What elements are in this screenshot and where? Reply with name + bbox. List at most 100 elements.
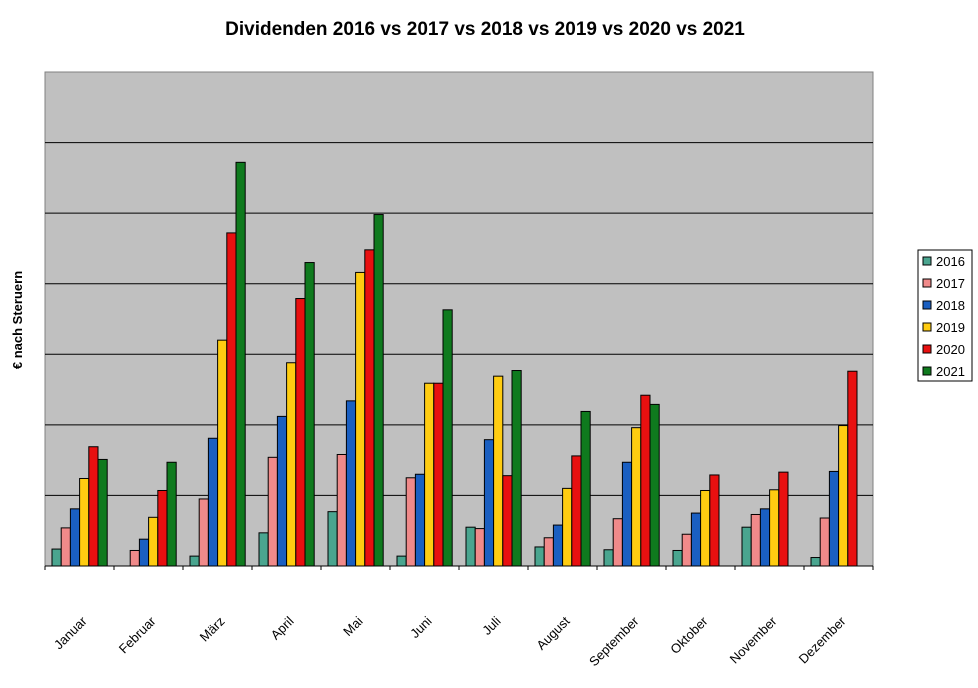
- x-tick-label: Mai: [340, 613, 365, 638]
- x-tick-label: Juni: [407, 613, 435, 641]
- bar-2021-februar: [166, 461, 177, 567]
- bar-2017-november: [750, 513, 761, 567]
- x-tick-label: November: [727, 613, 780, 666]
- bar-2017-august: [543, 537, 554, 567]
- bar-2021-september: [649, 403, 660, 567]
- bar-2018-dezember: [828, 470, 840, 567]
- bar-2020-november: [778, 471, 789, 567]
- bar-2019-september: [631, 427, 642, 567]
- bar-2019-januar: [79, 477, 90, 567]
- bar-2016-januar: [51, 548, 62, 567]
- legend-label-2021: 2021: [936, 364, 965, 379]
- bar-2020-juli: [502, 475, 513, 567]
- chart-title: Dividenden 2016 vs 2017 vs 2018 vs 2019 …: [225, 19, 745, 40]
- bar-2020-januar: [88, 446, 99, 567]
- bar-2019-märz: [217, 339, 228, 567]
- bar-2016-dezember: [810, 557, 821, 567]
- bar-2017-september: [612, 518, 623, 567]
- bar-2017-mai: [336, 453, 347, 567]
- x-axis: Januar Februar März April Mai Juni Juli August S…: [44, 565, 874, 669]
- x-tick-label: April: [268, 613, 297, 642]
- bar-2020-september: [640, 394, 651, 567]
- bar-2017-juni: [405, 477, 416, 567]
- bar-2018-august: [552, 524, 564, 567]
- x-tick-label: Januar: [51, 613, 90, 652]
- legend-label-2016: 2016: [936, 254, 965, 269]
- bar-2020-august: [571, 455, 582, 567]
- bar-2021-juni: [442, 309, 453, 567]
- bar-2019-mai: [355, 271, 366, 567]
- bar-2021-märz: [235, 161, 246, 567]
- legend-swatch-2018: [922, 300, 932, 310]
- bar-2017-dezember: [819, 517, 830, 567]
- bar-2016-mai: [327, 511, 338, 567]
- bar-2016-juni: [396, 555, 407, 567]
- bar-2018-juli: [483, 439, 495, 567]
- bar-2016-november: [741, 526, 752, 567]
- bar-2019-oktober: [700, 489, 711, 567]
- bar-2017-juli: [474, 528, 485, 567]
- x-tick-label: Oktober: [667, 613, 711, 657]
- x-tick-label: Dezember: [796, 613, 849, 666]
- bar-2020-oktober: [709, 474, 720, 567]
- bar-2021-mai: [373, 214, 384, 567]
- legend-label-2018: 2018: [936, 298, 965, 313]
- legend: 2016 2017 2018 2019 2020 2021: [917, 249, 973, 382]
- bar-2018-januar: [69, 508, 81, 567]
- bar-2017-april: [267, 456, 278, 567]
- bars: [51, 161, 858, 567]
- bar-2021-januar: [97, 458, 108, 567]
- x-tick-label: Februar: [116, 613, 159, 656]
- bar-2021-april: [304, 262, 315, 567]
- legend-swatch-2017: [922, 278, 932, 288]
- bar-2019-august: [562, 487, 573, 567]
- bar-2019-november: [769, 489, 780, 567]
- bar-2020-dezember: [847, 370, 858, 567]
- bar-2016-juli: [465, 526, 476, 567]
- legend-swatch-2021: [922, 366, 932, 376]
- legend-swatch-2019: [922, 322, 932, 332]
- bar-2017-märz: [198, 498, 209, 567]
- bar-2020-februar: [157, 489, 168, 567]
- x-tick-label: März: [197, 614, 228, 645]
- bar-2020-april: [295, 298, 306, 567]
- bar-2018-april: [276, 415, 288, 567]
- x-tick-label: Juli: [479, 613, 503, 637]
- bar-2019-juni: [424, 382, 435, 567]
- bar-2017-februar: [129, 549, 140, 567]
- y-axis-label: € nach Steruern: [10, 271, 25, 369]
- bar-2017-oktober: [681, 533, 692, 567]
- legend-box: [917, 249, 973, 382]
- bar-2019-dezember: [838, 425, 849, 567]
- bar-2017-januar: [60, 527, 71, 567]
- bar-2020-juni: [433, 382, 444, 567]
- bar-2018-oktober: [690, 512, 702, 567]
- bar-2020-mai: [364, 249, 375, 567]
- bar-2019-februar: [148, 516, 159, 567]
- legend-swatch-2020: [922, 344, 932, 354]
- bar-2018-september: [621, 461, 633, 567]
- x-tick-label: September: [586, 613, 642, 669]
- legend-label-2019: 2019: [936, 320, 965, 335]
- legend-label-2020: 2020: [936, 342, 965, 357]
- bar-2021-juli: [511, 370, 522, 567]
- bar-2018-februar: [138, 538, 150, 567]
- bar-2016-september: [603, 549, 614, 567]
- bar-2016-april: [258, 532, 269, 567]
- legend-swatch-2016: [922, 256, 932, 266]
- bar-2020-märz: [226, 232, 237, 567]
- x-tick-label: August: [533, 613, 572, 652]
- bar-2018-mai: [345, 400, 357, 567]
- bar-2018-juni: [414, 473, 426, 567]
- bar-2018-märz: [207, 437, 219, 567]
- legend-label-2017: 2017: [936, 276, 965, 291]
- bar-2019-juli: [493, 375, 504, 567]
- bar-2019-april: [286, 362, 297, 567]
- bar-2021-august: [580, 410, 591, 567]
- bar-2018-november: [759, 508, 771, 567]
- plot-area: [44, 71, 874, 567]
- bar-2016-märz: [189, 555, 200, 567]
- bar-2016-august: [534, 546, 545, 567]
- bar-2016-oktober: [672, 549, 683, 567]
